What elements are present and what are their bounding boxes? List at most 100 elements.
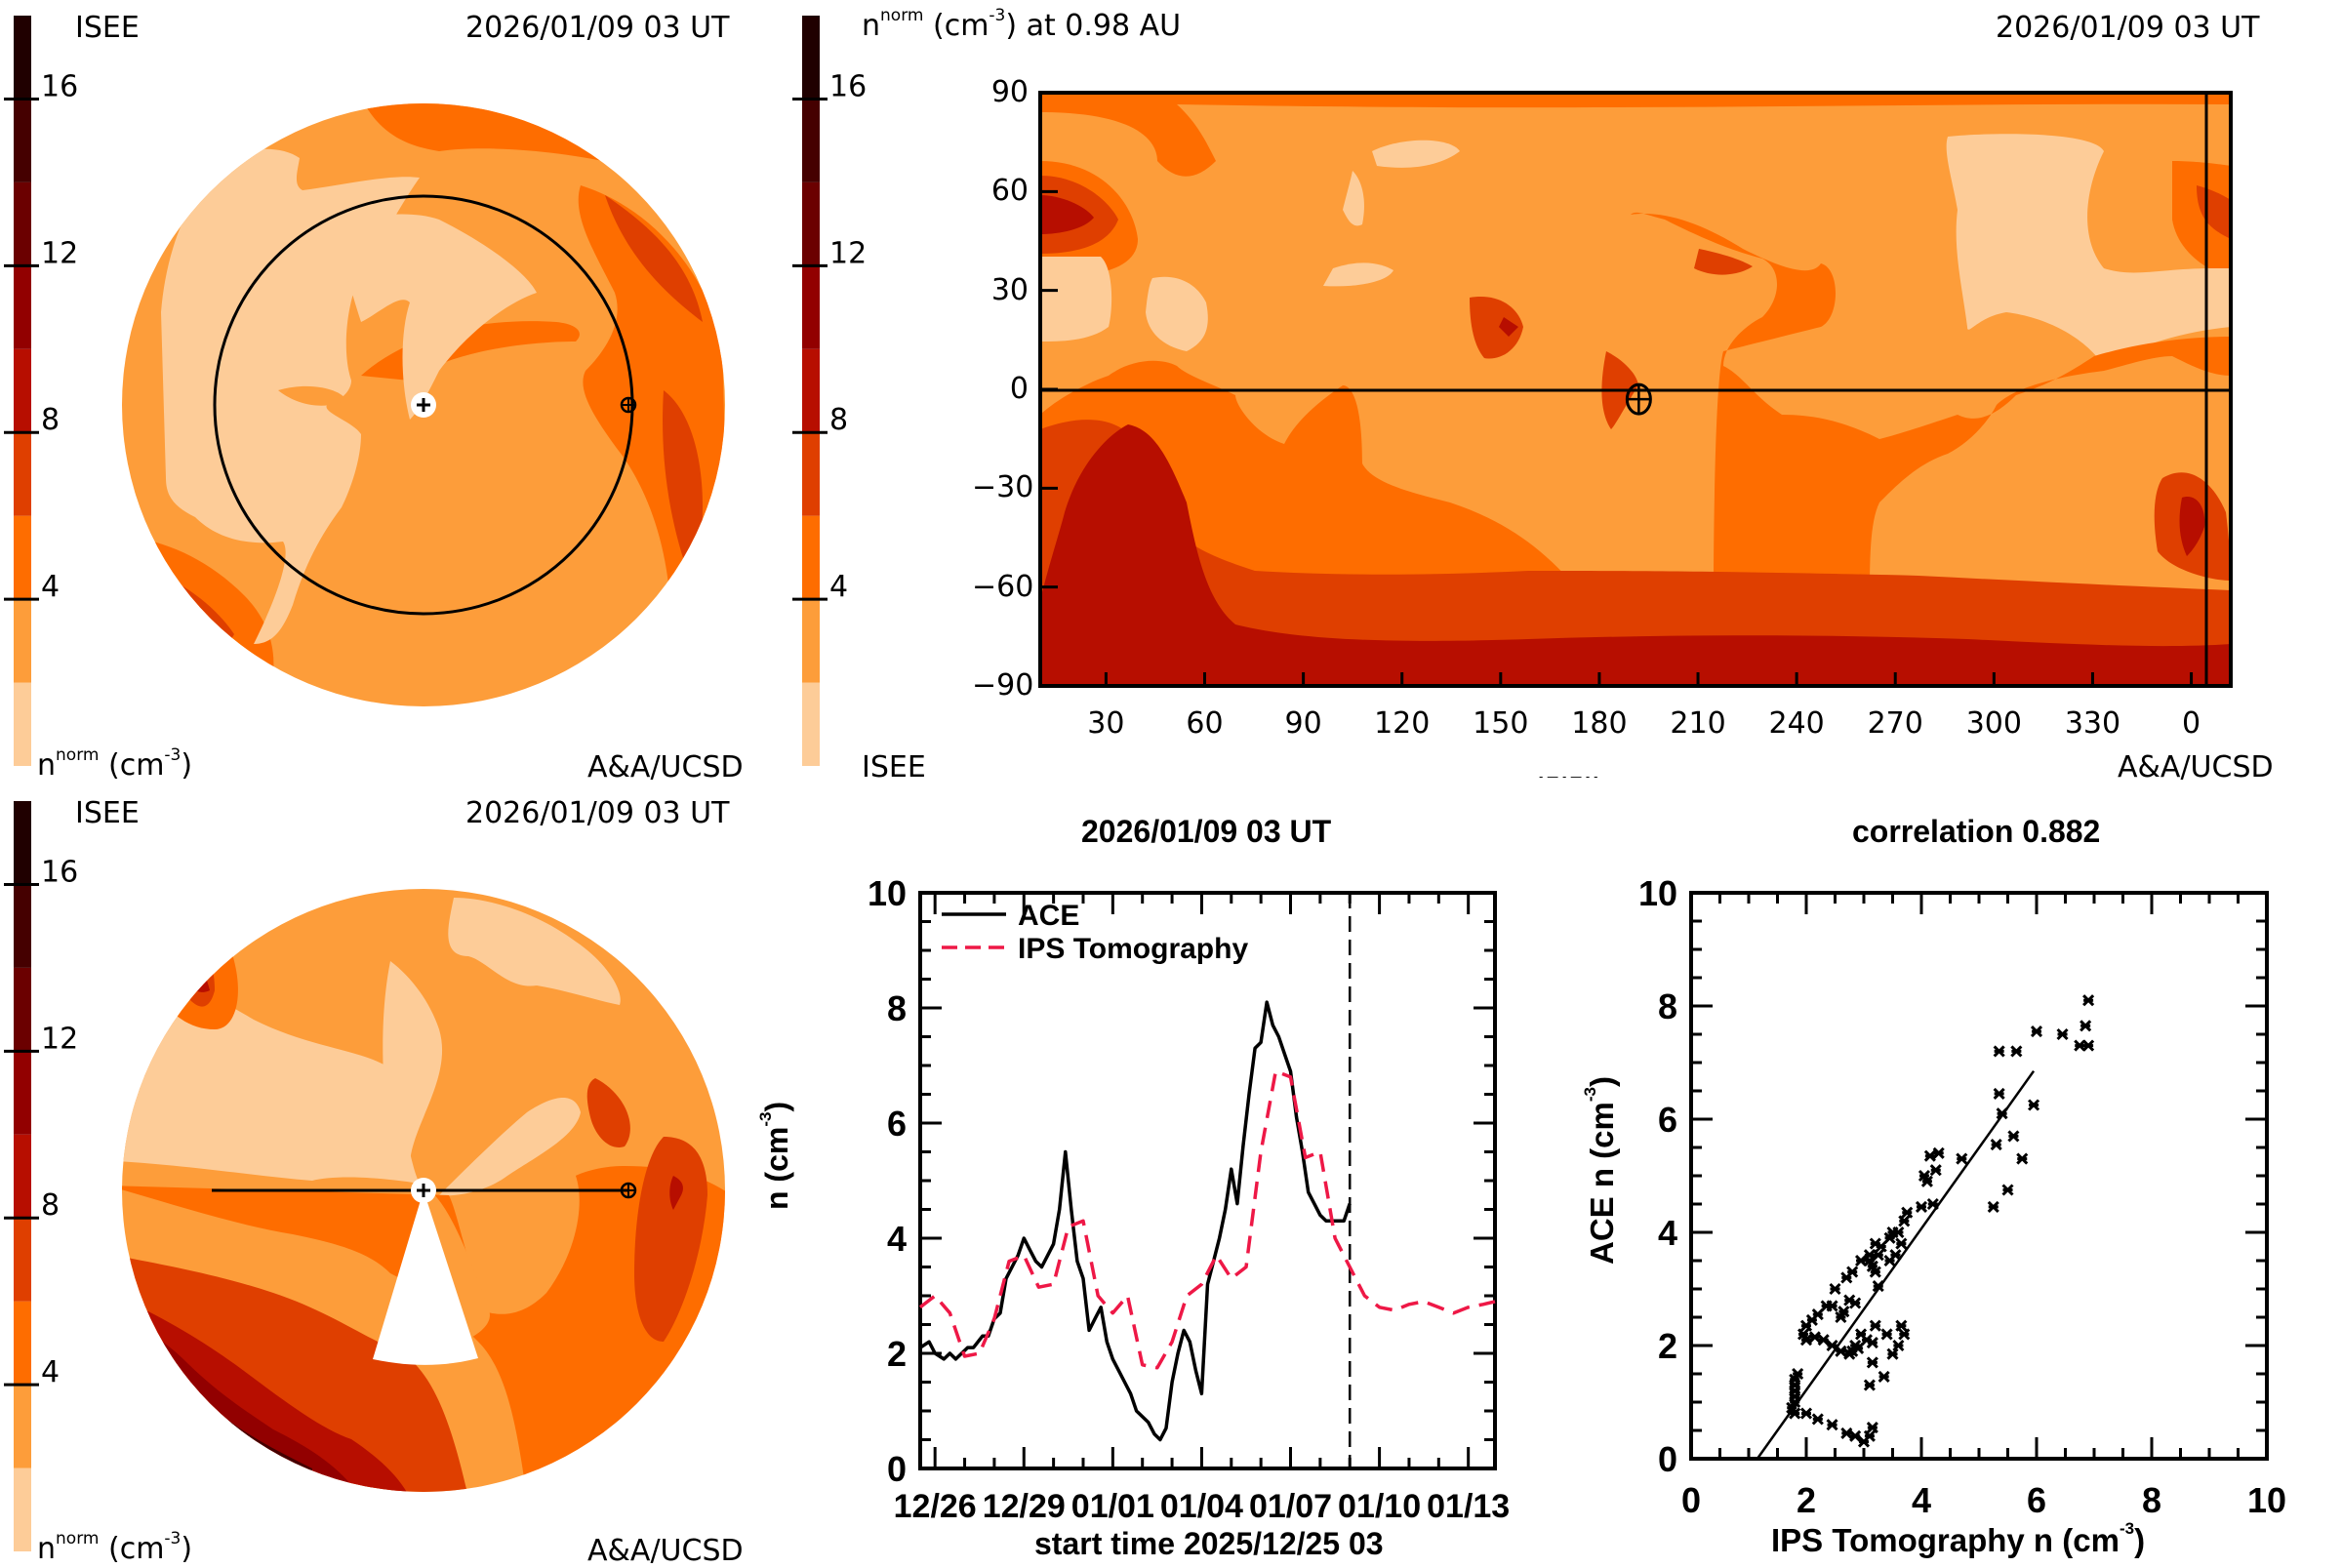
y-tick-label: 0 — [887, 1449, 907, 1489]
series-line-ace — [919, 1000, 1352, 1442]
colorbar-segment — [802, 682, 820, 766]
x-tick-label: 01/13 — [1427, 1488, 1510, 1525]
data-point — [1993, 1087, 2005, 1100]
map-axis-ticks — [1040, 91, 2194, 688]
colorbar-tick-label: 16 — [41, 855, 78, 889]
colorbar-segment — [14, 1467, 31, 1551]
data-point-marker — [2027, 1099, 2040, 1111]
x-tick-label: 01/01 — [1071, 1488, 1154, 1525]
colorbar-segment — [802, 265, 820, 349]
data-point — [1932, 1146, 1945, 1159]
data-point-marker — [1996, 1107, 2008, 1120]
contour-band — [332, 214, 537, 420]
x-tick-label: 4 — [1912, 1480, 1931, 1520]
data-point-marker — [2056, 1027, 2069, 1041]
data-point-marker — [1915, 1200, 1928, 1213]
data-point-marker — [1923, 1149, 1936, 1162]
data-point-marker — [1846, 1266, 1859, 1278]
data-point-marker — [1789, 1407, 1801, 1420]
colorbar-segment — [14, 181, 31, 266]
colorbar-segment — [802, 16, 820, 100]
data-point-marker — [1799, 1407, 1813, 1420]
data-point — [1849, 1429, 1862, 1442]
data-point — [1886, 1347, 1899, 1360]
colorbar-tick-label: 4 — [41, 570, 60, 604]
data-point — [1817, 1334, 1830, 1347]
data-point — [1996, 1107, 2008, 1120]
data-point-marker — [1892, 1226, 1905, 1239]
data-point-marker — [1811, 1308, 1824, 1321]
data-point — [1849, 1297, 1862, 1309]
data-point-marker — [1895, 1237, 1908, 1250]
map-x-tick-label: 150 — [1473, 706, 1529, 741]
x-tick-label: 01/10 — [1338, 1488, 1421, 1525]
data-point — [1863, 1249, 1876, 1262]
data-point-marker — [1843, 1347, 1856, 1360]
data-point — [1920, 1175, 1933, 1187]
earth-icon — [620, 396, 637, 414]
data-point — [1837, 1306, 1850, 1318]
polar-density-map-top — [122, 103, 725, 706]
contour-band — [2179, 497, 2205, 556]
data-point — [1987, 1200, 1999, 1213]
y-tick-label: 10 — [868, 873, 907, 913]
data-point — [1990, 1139, 2002, 1151]
data-point — [1993, 1045, 2005, 1058]
y-tick-label: 6 — [1658, 1100, 1677, 1140]
map-x-tick-label: 30 — [1087, 706, 1125, 741]
colorbar-segment — [802, 515, 820, 600]
colorbar-segment — [14, 801, 31, 885]
data-point-marker — [1817, 1334, 1830, 1347]
colorbar-segment — [802, 99, 820, 182]
contour-band — [1323, 262, 1393, 287]
contour-band — [586, 1078, 630, 1147]
contour-band — [1470, 297, 1523, 359]
data-point-marker — [1837, 1306, 1850, 1318]
data-point-marker — [2010, 1045, 2023, 1058]
data-point-marker — [1929, 1164, 1942, 1177]
colorbar-top-left: 16 12 8 4 — [4, 16, 78, 766]
colorbar-segment — [14, 1051, 31, 1135]
map-x-tick-label: 300 — [1965, 706, 2022, 741]
data-point-marker — [1854, 1254, 1868, 1267]
colorbar-segment — [14, 1385, 31, 1468]
earth-icon — [1625, 382, 1652, 416]
data-point-marker — [1993, 1087, 2005, 1100]
data-point-marker — [1829, 1282, 1841, 1296]
data-point — [1852, 1342, 1865, 1354]
data-point — [1792, 1367, 1804, 1381]
y-tick-label: 8 — [887, 988, 907, 1028]
data-point-marker — [1872, 1249, 1884, 1262]
contour-band — [1343, 171, 1364, 226]
contour-band — [1040, 212, 2231, 686]
y-tick-label: 8 — [1658, 986, 1677, 1026]
data-point-marker — [2082, 994, 2095, 1007]
colorbar-tick-label: 8 — [41, 403, 60, 437]
colorbar-segment — [802, 181, 820, 266]
map-x-tick-label: 60 — [1186, 706, 1224, 741]
data-point-marker — [1826, 1419, 1838, 1431]
data-point — [2074, 1039, 2086, 1052]
colorbar-segment — [802, 348, 820, 433]
map-y-tick-label: 0 — [1009, 372, 1029, 406]
data-point-marker — [1863, 1249, 1876, 1262]
map-y-tick-label: −30 — [972, 470, 1034, 505]
data-point — [1866, 1422, 1878, 1434]
timestamp: 2026/01/09 03 UT — [465, 11, 730, 45]
data-point-marker — [1892, 1339, 1905, 1352]
map-x-tick-label: 240 — [1768, 706, 1825, 741]
x-tick-label: 10 — [2247, 1480, 2286, 1520]
contour-band — [448, 898, 621, 1005]
colorbar-top-right: 16 12 8 4 — [792, 16, 867, 766]
map-x-tick-label: 120 — [1374, 706, 1431, 741]
latlong-density-map — [1038, 91, 2233, 688]
y-axis-label: ACE n (cm-3) — [1581, 1076, 1620, 1265]
data-point — [1811, 1308, 1824, 1321]
colorbar-segment — [802, 599, 820, 683]
data-point-marker — [1898, 1215, 1911, 1227]
data-point-marker — [1863, 1379, 1876, 1391]
sun-plus-icon — [417, 398, 430, 412]
colorbar-tick-label: 16 — [41, 69, 78, 103]
